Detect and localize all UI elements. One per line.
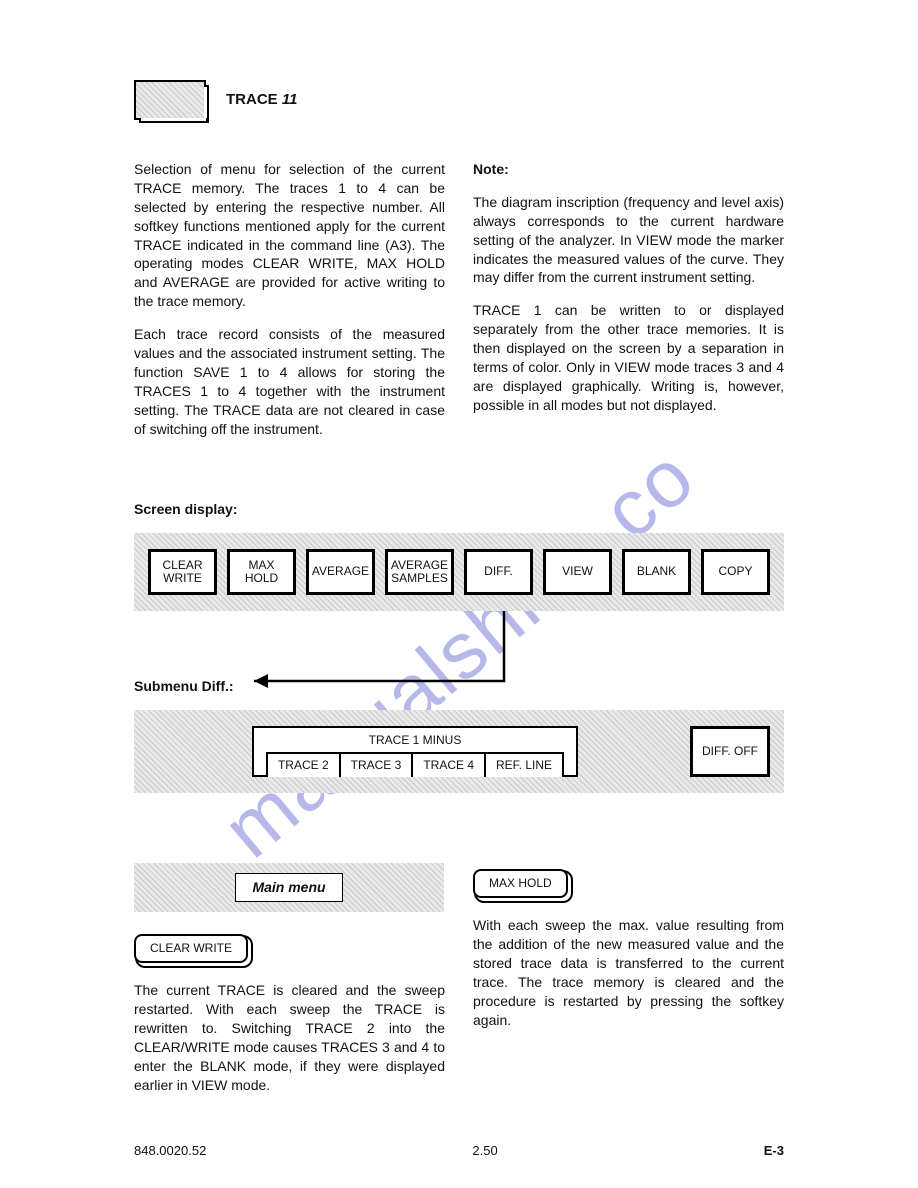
right-p2: TRACE 1 can be written to or displayed s…: [473, 301, 784, 414]
trace1-minus-group: TRACE 1 MINUS TRACE 2 TRACE 3 TRACE 4 RE…: [252, 726, 578, 776]
trace1-minus-title: TRACE 1 MINUS: [369, 732, 462, 748]
softkey-average[interactable]: AVERAGE: [306, 549, 375, 595]
softkey-blank[interactable]: BLANK: [622, 549, 691, 595]
softkey-max-hold[interactable]: MAX HOLD: [227, 549, 296, 595]
left-p2: Each trace record consists of the measur…: [134, 325, 445, 438]
content-area: TRACE 11 Selection of menu for selection…: [134, 80, 784, 1148]
lower-columns: Main menu CLEAR WRITE The current TRACE …: [134, 813, 784, 1109]
header: TRACE 11: [134, 80, 784, 120]
page: manualshive.co TRACE 11 Selection of men…: [0, 0, 918, 1188]
trace-key-icon: [134, 80, 206, 120]
submenu-bar: TRACE 1 MINUS TRACE 2 TRACE 3 TRACE 4 RE…: [134, 710, 784, 792]
tab-trace2[interactable]: TRACE 2: [266, 752, 341, 776]
footer-center: 2.50: [472, 1142, 497, 1160]
page-title: TRACE 11: [226, 90, 297, 110]
footer-left: 848.0020.52: [134, 1142, 206, 1160]
footer-right: E-3: [764, 1142, 784, 1160]
softkey-bar: CLEAR WRITE MAX HOLD AVERAGE AVERAGE SAM…: [134, 533, 784, 611]
note-label: Note:: [473, 160, 784, 179]
tab-trace4[interactable]: TRACE 4: [411, 752, 486, 776]
softkey-average-samples[interactable]: AVERAGE SAMPLES: [385, 549, 454, 595]
submenu-spacer-right: [590, 726, 678, 776]
tab-trace3[interactable]: TRACE 3: [339, 752, 414, 776]
softkey-view[interactable]: VIEW: [543, 549, 612, 595]
main-menu-label: Main menu: [235, 873, 342, 902]
screen-display-label: Screen display:: [134, 500, 784, 519]
footer: 848.0020.52 2.50 E-3: [134, 1142, 784, 1160]
left-p1: Selection of menu for selection of the c…: [134, 160, 445, 311]
max-hold-button[interactable]: MAX HOLD: [473, 869, 568, 899]
title-text: TRACE: [226, 91, 282, 108]
minus-tabs: TRACE 2 TRACE 3 TRACE 4 REF. LINE: [267, 750, 563, 774]
main-menu-strip: Main menu: [134, 863, 444, 912]
softkey-diff-off[interactable]: DIFF. OFF: [690, 726, 770, 776]
lower-right: MAX HOLD With each sweep the max. value …: [473, 813, 784, 1109]
lower-left: Main menu CLEAR WRITE The current TRACE …: [134, 813, 445, 1109]
softkey-clear-write[interactable]: CLEAR WRITE: [148, 549, 217, 595]
tab-ref-line[interactable]: REF. LINE: [484, 752, 564, 776]
right-p1: The diagram inscription (frequency and l…: [473, 193, 784, 287]
title-number: 11: [282, 91, 298, 108]
clear-write-text: The current TRACE is cleared and the swe…: [134, 981, 445, 1094]
col-left: Selection of menu for selection of the c…: [134, 160, 445, 452]
clear-write-button[interactable]: CLEAR WRITE: [134, 934, 248, 964]
submenu-spacer: [148, 726, 240, 776]
softkey-copy[interactable]: COPY: [701, 549, 770, 595]
softkey-diff[interactable]: DIFF.: [464, 549, 533, 595]
body-columns: Selection of menu for selection of the c…: [134, 160, 784, 452]
col-right: Note: The diagram inscription (frequency…: [473, 160, 784, 452]
softkey-row: CLEAR WRITE MAX HOLD AVERAGE AVERAGE SAM…: [148, 549, 770, 595]
max-hold-text: With each sweep the max. value resulting…: [473, 916, 784, 1029]
